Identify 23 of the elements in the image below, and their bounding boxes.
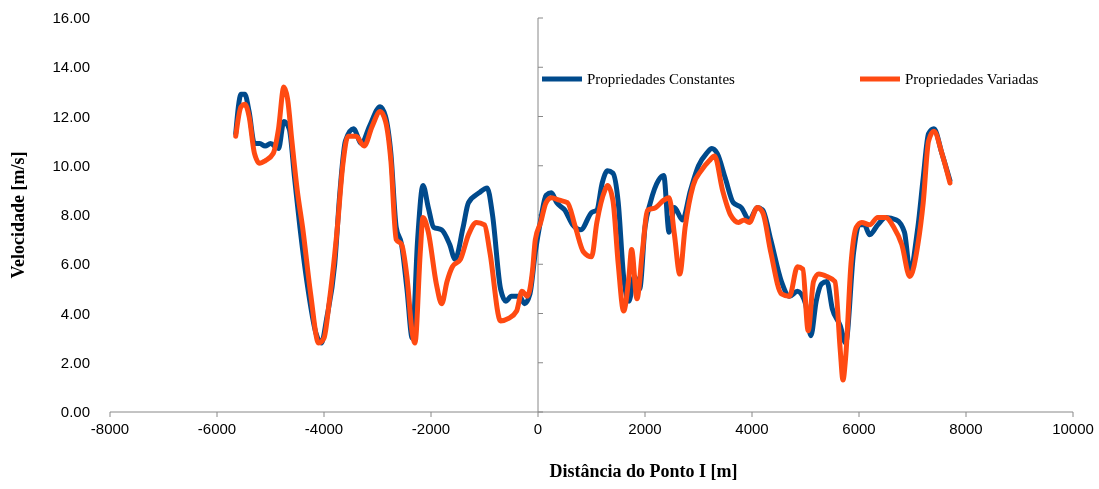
y-axis-title: Velocidade [m/s] [8, 151, 28, 279]
x-tick-label: 8000 [949, 420, 983, 437]
y-tick-label: 14.00 [52, 58, 90, 76]
legend-label: Propriedades Variadas [905, 71, 1039, 87]
y-tick-label: 2.00 [60, 353, 90, 371]
x-tick-label: 6000 [842, 420, 876, 437]
y-tick-label: 10.00 [52, 156, 90, 174]
x-tick-label: -6000 [197, 420, 237, 437]
y-tick-label: 12.00 [52, 107, 90, 125]
y-tick-label: 0.00 [60, 403, 90, 420]
y-tick-label: 8.00 [60, 206, 90, 223]
x-tick-label: -2000 [411, 420, 451, 437]
x-tick-label: 2000 [628, 420, 662, 437]
x-tick-label: 10000 [1052, 420, 1094, 437]
x-tick-label: 0 [533, 420, 543, 437]
y-tick-label: 16.00 [52, 9, 90, 26]
y-tick-label: 6.00 [60, 255, 90, 273]
legend-label: Propriedades Constantes [587, 71, 736, 87]
x-tick-label: -8000 [90, 420, 130, 437]
x-axis-title: Distância do Ponto I [m] [549, 461, 738, 481]
y-tick-label: 4.00 [60, 304, 90, 322]
x-tick-label: -4000 [304, 420, 344, 437]
x-tick-label: 4000 [735, 420, 769, 437]
